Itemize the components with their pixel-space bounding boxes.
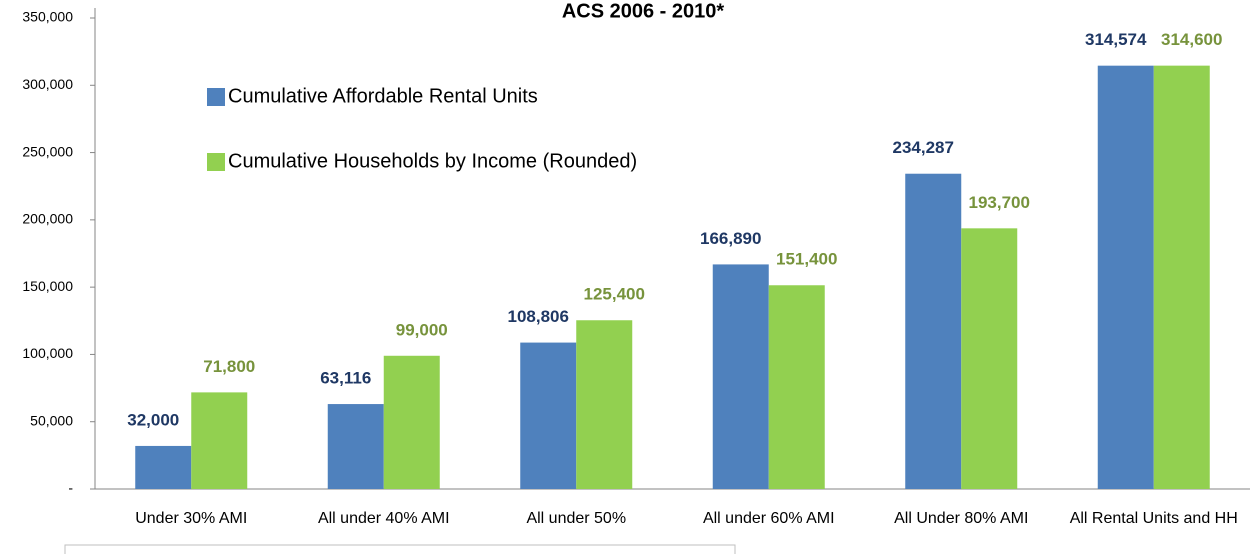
y-tick-label: 250,000 [22, 143, 73, 159]
chart-title: ACS 2006 - 2010* [562, 0, 725, 22]
value-label: 166,890 [700, 229, 761, 248]
x-tick-label: All under 60% AMI [702, 510, 835, 527]
legend-swatch [207, 88, 225, 106]
legend-label: Cumulative Affordable Rental Units [228, 85, 538, 107]
bar [712, 264, 769, 489]
x-tick-label: Under 30% AMI [135, 510, 248, 527]
bar [135, 445, 192, 489]
bar [768, 285, 825, 489]
value-label: 32,000 [127, 410, 179, 429]
value-label: 108,806 [508, 307, 569, 326]
value-label: 314,600 [1161, 30, 1222, 49]
y-tick-label: 200,000 [22, 211, 73, 227]
legend-label: Cumulative Households by Income (Rounded… [228, 150, 637, 172]
y-tick-label: 150,000 [22, 278, 73, 294]
bar [1153, 65, 1210, 490]
y-tick-label: 300,000 [22, 76, 73, 92]
bar [961, 228, 1018, 489]
y-tick-label: 350,000 [22, 9, 73, 25]
y-tick-label: - [68, 480, 73, 496]
legend-swatch [207, 153, 225, 171]
bar [1097, 65, 1154, 489]
value-label: 71,800 [203, 357, 255, 376]
note-box [64, 544, 736, 554]
bar [191, 392, 248, 489]
value-label: 314,574 [1085, 30, 1147, 49]
value-label: 63,116 [320, 369, 371, 388]
bar [520, 342, 577, 489]
value-label: 99,000 [396, 320, 448, 339]
bar [327, 404, 384, 489]
x-tick-label: All Under 80% AMI [894, 510, 1029, 527]
x-tick-label: All Rental Units and HH [1069, 510, 1238, 527]
x-tick-label: All under 50% [526, 510, 627, 527]
value-label: 234,287 [893, 138, 954, 157]
bar [383, 355, 440, 489]
y-tick-label: 50,000 [30, 412, 73, 428]
x-tick-label: All under 40% AMI [317, 510, 450, 527]
value-label: 125,400 [584, 285, 645, 304]
value-label: 193,700 [969, 193, 1030, 212]
bar [576, 320, 633, 489]
bar [905, 173, 962, 489]
value-label: 151,400 [776, 250, 837, 269]
y-tick-label: 100,000 [22, 345, 73, 361]
